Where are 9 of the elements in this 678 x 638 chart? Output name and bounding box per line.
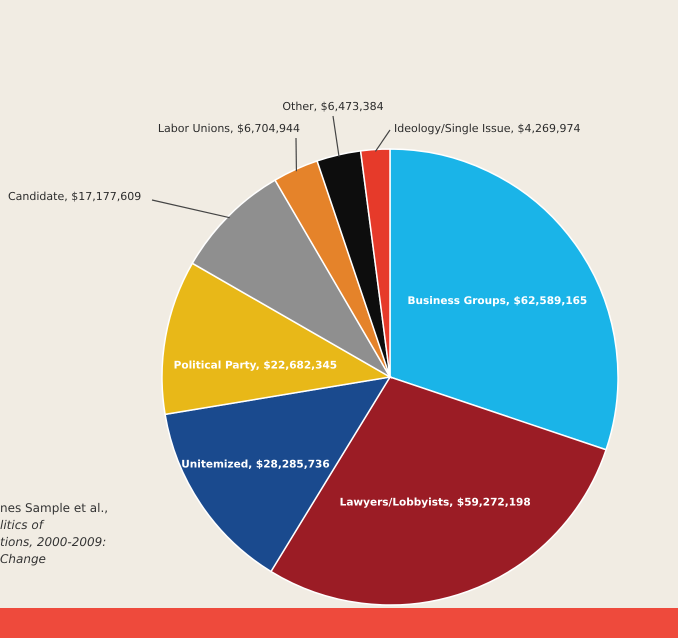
slice-label: Business Groups, $62,589,165 xyxy=(408,294,588,307)
slice-label: Political Party, $22,682,345 xyxy=(174,360,338,372)
slice-label: Ideology/Single Issue, $4,269,974 xyxy=(394,122,580,135)
text: nes Sample et al., litics of tions, 2000-2009: Change xyxy=(0,500,108,568)
slice-label: Candidate, $17,177,609 xyxy=(8,190,142,203)
slice-label: Lawyers/Lobbyists, $59,272,198 xyxy=(340,496,531,508)
slice-label: Unitemized, $28,285,736 xyxy=(181,458,330,471)
slice-label: Other, $6,473,384 xyxy=(282,100,384,113)
slice-label: Labor Unions, $6,704,944 xyxy=(158,122,300,135)
